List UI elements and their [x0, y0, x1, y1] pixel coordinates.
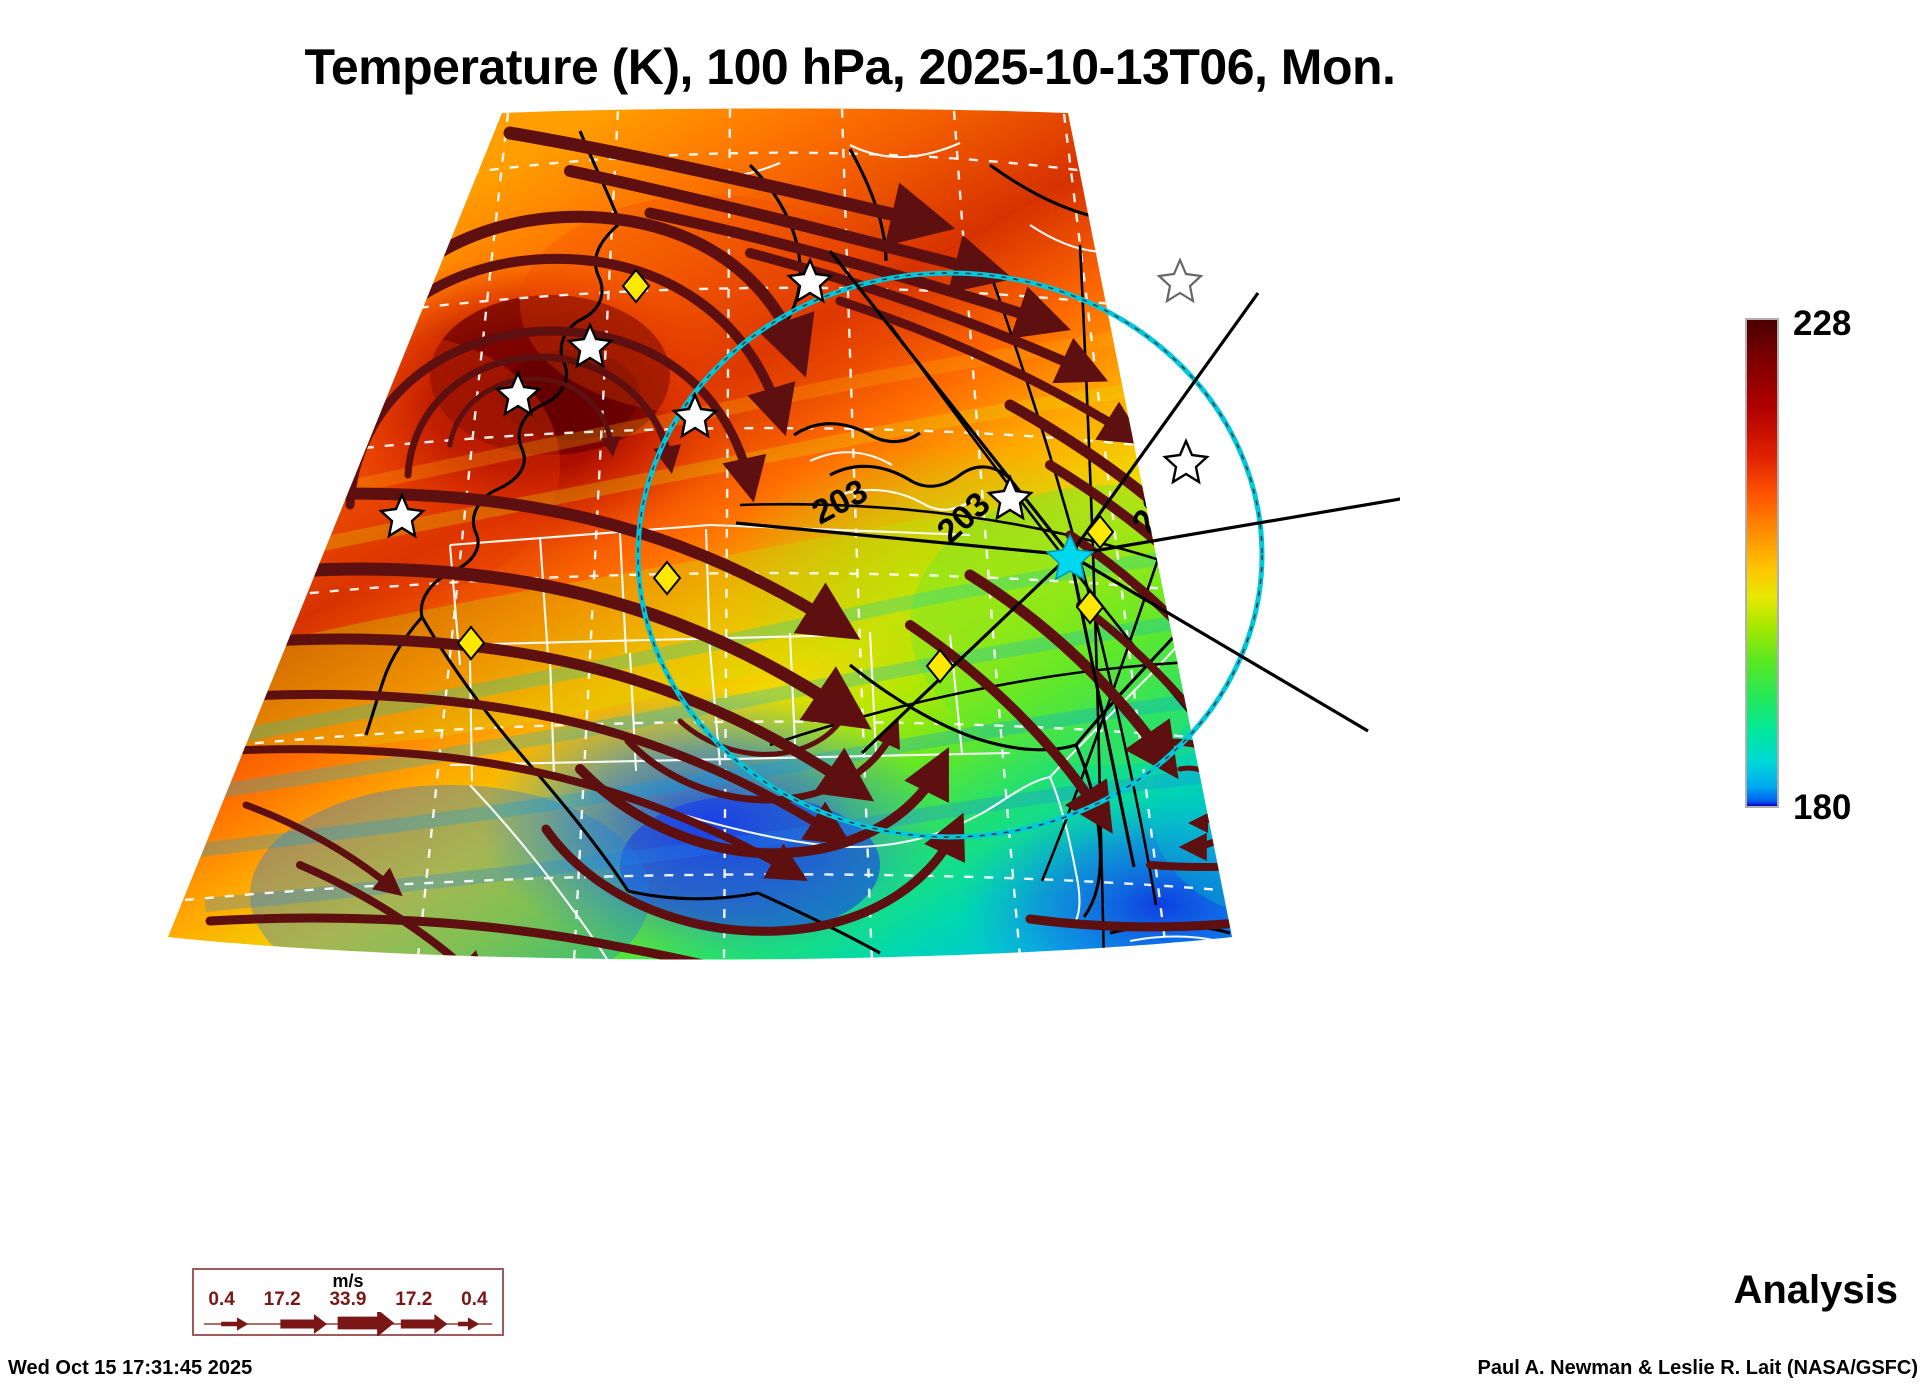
launch-site-marker[interactable] [1045, 533, 1095, 581]
temperature-map-panel[interactable]: 203 203 203 [150, 105, 1400, 1005]
balloon-star-open-marker[interactable] [1156, 257, 1204, 304]
page-title: Temperature (K), 100 hPa, 2025-10-13T06,… [304, 39, 1396, 95]
colorbar-gradient-bar [1745, 318, 1779, 808]
wind-legend-value: 17.2 [263, 1289, 301, 1310]
balloon-star-marker[interactable] [378, 256, 1210, 539]
analysis-label: Analysis [1733, 1268, 1898, 1312]
wind-legend-values: 0.4 17.2 33.9 17.2 0.4 [194, 1289, 502, 1311]
trajectory-line [1068, 292, 1260, 556]
trajectory-line [860, 553, 1072, 755]
wind-legend-value: 0.4 [461, 1289, 488, 1310]
station-diamond-marker[interactable] [456, 268, 1115, 684]
range-ring-dash [637, 272, 1263, 838]
temperature-colorbar[interactable]: 228 180 [1745, 304, 1851, 827]
wind-legend-value: 0.4 [208, 1289, 235, 1310]
colorbar-min-label: 180 [1793, 788, 1852, 827]
wind-legend-units-label: m/s [332, 1271, 364, 1291]
generation-timestamp: Wed Oct 15 17:31:45 2025 [8, 1357, 253, 1379]
colorbar-max-label: 228 [1793, 304, 1852, 343]
range-ring-layer [635, 270, 1265, 840]
trajectory-line [735, 521, 1071, 557]
trajectory-layer [735, 250, 1400, 868]
wind-legend-value: 17.2 [395, 1289, 433, 1310]
trajectory-line [1069, 497, 1400, 557]
marker-layer[interactable] [378, 256, 1210, 684]
wind-speed-legend: m/s 0.4 17.2 33.9 17.2 0.4 [192, 1268, 504, 1336]
wind-legend-arrow-scale [203, 1312, 493, 1336]
trajectory-line [828, 250, 1072, 556]
author-credit: Paul A. Newman & Leslie R. Lait (NASA/GS… [1477, 1357, 1918, 1379]
map-svg[interactable]: 203 203 203 [150, 105, 1400, 1005]
wind-legend-value: 33.9 [329, 1289, 367, 1310]
trajectory-line [1069, 553, 1369, 733]
